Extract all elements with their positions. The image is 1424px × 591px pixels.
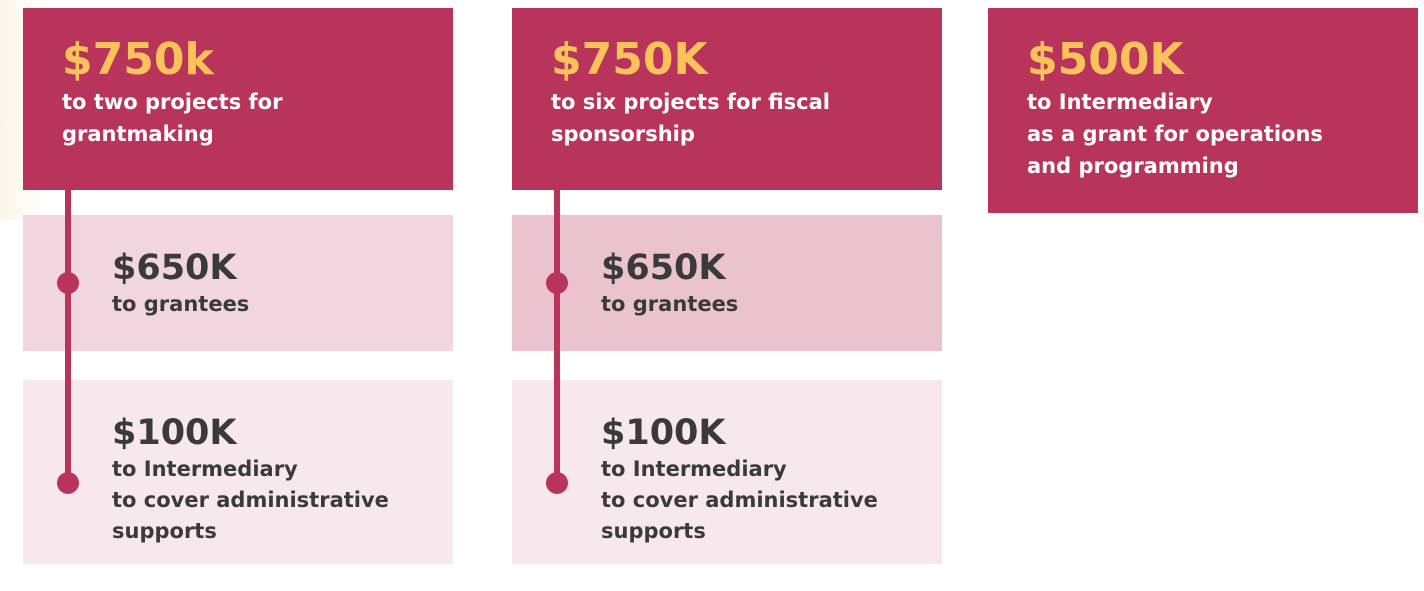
amount: $500K bbox=[1027, 34, 1184, 85]
description-line: to Intermediary bbox=[1027, 90, 1213, 114]
column: $750k to two projects for grantmaking $650K… bbox=[23, 8, 453, 568]
column: $500K to Intermediary as a grant for opera… bbox=[988, 8, 1418, 568]
description-line: to grantees bbox=[112, 292, 250, 316]
connector-line bbox=[554, 190, 560, 483]
connector-dot bbox=[546, 472, 568, 494]
connector-dot bbox=[57, 472, 79, 494]
breakdown-box: $100K to Intermediary to cover administrat… bbox=[512, 380, 942, 564]
description-line: supports bbox=[601, 519, 706, 543]
description-line: sponsorship bbox=[551, 122, 695, 146]
description-line: grantmaking bbox=[62, 122, 214, 146]
description-line: to Intermediary bbox=[601, 457, 787, 481]
amount: $750k bbox=[62, 34, 214, 85]
description-line: to grantees bbox=[601, 292, 739, 316]
connector-line bbox=[65, 190, 71, 483]
connector-dot bbox=[546, 272, 568, 294]
breakdown-box: $650K to grantees bbox=[23, 215, 453, 351]
amount: $650K bbox=[112, 248, 237, 288]
summary-box: $750k to two projects for grantmaking bbox=[23, 8, 453, 190]
summary-box: $500K to Intermediary as a grant for opera… bbox=[988, 8, 1418, 213]
amount: $750K bbox=[551, 34, 708, 85]
amount: $100K bbox=[112, 413, 237, 453]
amount: $100K bbox=[601, 413, 726, 453]
connector-dot bbox=[57, 272, 79, 294]
description-line: supports bbox=[112, 519, 217, 543]
description-line: as a grant for operations bbox=[1027, 122, 1323, 146]
amount: $650K bbox=[601, 248, 726, 288]
breakdown-box: $650K to grantees bbox=[512, 215, 942, 351]
description-line: to two projects for bbox=[62, 90, 283, 114]
description-line: to Intermediary bbox=[112, 457, 298, 481]
breakdown-box: $100K to Intermediary to cover administrat… bbox=[23, 380, 453, 564]
description-line: to six projects for fiscal bbox=[551, 90, 830, 114]
description-line: to cover administrative bbox=[112, 488, 389, 512]
summary-box: $750K to six projects for fiscal sponsorsh… bbox=[512, 8, 942, 190]
description-line: to cover administrative bbox=[601, 488, 878, 512]
column: $750K to six projects for fiscal sponsorsh… bbox=[512, 8, 942, 568]
description-line: and programming bbox=[1027, 154, 1239, 178]
